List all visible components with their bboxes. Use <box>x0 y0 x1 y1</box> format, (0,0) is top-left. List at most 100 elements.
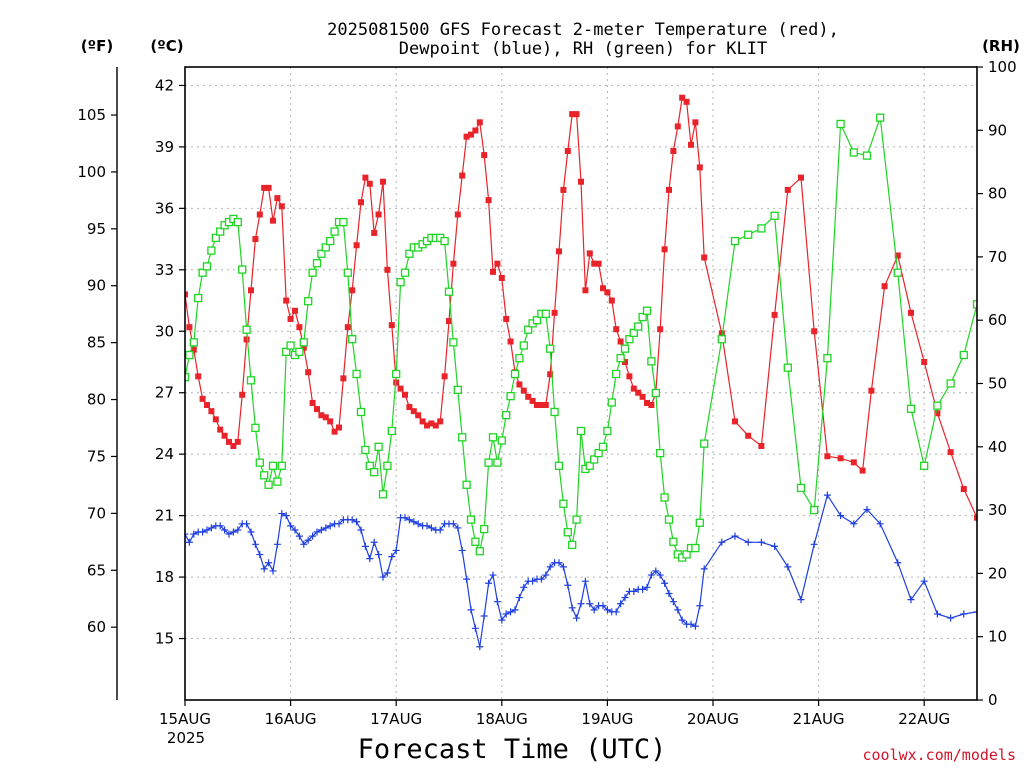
temperature-point <box>375 211 382 218</box>
rh-point <box>370 467 379 477</box>
temperature-point <box>960 486 967 492</box>
rh-tick-label: 70 <box>988 248 1007 266</box>
temperature-point <box>648 402 655 409</box>
x-tick-label: 19AUG <box>581 710 633 728</box>
temperature-point <box>397 385 404 392</box>
series-line <box>185 117 977 559</box>
celsius-tick-label: 33 <box>155 261 174 279</box>
temperature-point <box>441 373 448 380</box>
rh-point <box>246 376 256 385</box>
series-2-meter-temperature <box>185 94 977 521</box>
dewpoint-point <box>933 610 941 618</box>
dewpoint-point <box>414 520 422 528</box>
rh-point <box>515 354 524 363</box>
credit-link[interactable]: coolwx.com/models <box>862 746 1016 764</box>
dewpoint-point <box>669 598 677 606</box>
rh-point <box>339 217 348 227</box>
dewpoint-point <box>643 583 651 591</box>
dewpoint-point <box>357 526 365 534</box>
dewpoint-point <box>256 551 264 559</box>
rh-point <box>488 433 498 442</box>
temperature-point <box>446 318 452 325</box>
rh-point <box>387 426 396 436</box>
temperature-point <box>463 133 470 140</box>
fahrenheit-tick-label: 100 <box>77 163 106 181</box>
rh-point <box>361 445 370 455</box>
rh-point <box>563 528 572 537</box>
temperature-point <box>617 338 624 345</box>
series-rh <box>185 113 977 562</box>
rh-point <box>546 344 555 353</box>
temperature-point <box>204 402 210 409</box>
series-line <box>185 493 977 647</box>
temperature-point <box>881 283 888 290</box>
rh-point <box>396 278 405 287</box>
temperature-point <box>894 252 901 259</box>
temperature-point <box>248 287 254 294</box>
dewpoint-point <box>564 581 572 589</box>
dewpoint-point <box>656 571 664 579</box>
dewpoint-point <box>265 559 273 567</box>
dewpoint-point <box>652 567 660 575</box>
rh-tick-label: 20 <box>988 564 1007 582</box>
dewpoint-point <box>537 575 545 583</box>
temperature-point <box>520 387 527 394</box>
temperature-point <box>560 186 567 193</box>
temperature-point <box>666 186 672 193</box>
rh-point <box>185 350 194 360</box>
temperature-point <box>824 453 831 460</box>
rh-point <box>823 354 832 363</box>
rh-tick-label: 100 <box>988 58 1017 76</box>
rh-point <box>282 347 291 357</box>
temperature-point <box>234 438 241 445</box>
fahrenheit-tick-label: 80 <box>87 391 106 409</box>
dewpoint-point <box>458 546 466 554</box>
dewpoint-point <box>661 579 669 587</box>
dewpoint-point <box>449 520 457 528</box>
temperature-point <box>217 426 224 433</box>
temperature-point <box>270 217 276 224</box>
celsius-tick-label: 36 <box>155 199 174 217</box>
rh-point <box>348 335 357 344</box>
rh-point <box>612 369 621 379</box>
temperature-point <box>859 467 866 474</box>
temperature-point <box>380 178 386 185</box>
rh-point <box>356 407 366 417</box>
temperature-point <box>586 250 593 257</box>
temperature-point <box>199 395 206 402</box>
temperature-point <box>608 297 615 304</box>
fahrenheit-tick-label: 105 <box>77 106 106 124</box>
temperature-point <box>437 418 444 425</box>
temperature-point <box>732 418 738 425</box>
x-tick-label: 16AUG <box>265 710 317 728</box>
temperature-point <box>547 371 554 378</box>
dewpoint-point <box>269 567 277 575</box>
temperature-point <box>626 373 633 380</box>
rh-point <box>796 483 806 493</box>
celsius-tick-label: 18 <box>155 568 174 586</box>
rh-point <box>286 341 295 350</box>
rh-point <box>524 325 533 334</box>
rh-point <box>497 436 506 445</box>
celsius-axis: 15 18 21 24 27 30 33 36 39 42 <box>155 76 185 648</box>
dewpoint-point <box>295 532 303 540</box>
rh-point <box>576 426 586 436</box>
temperature-point <box>811 328 818 335</box>
rh-point <box>251 423 260 432</box>
celsius-tick-label: 39 <box>155 138 174 156</box>
rh-point <box>449 338 458 347</box>
temperature-point <box>692 119 699 126</box>
dewpoint-point <box>507 608 515 616</box>
dewpoint-point <box>542 571 550 579</box>
dewpoint-point <box>520 583 528 591</box>
dewpoint-point <box>559 563 567 571</box>
rh-point <box>330 227 339 236</box>
temperature-point <box>503 315 510 322</box>
temperature-point <box>305 369 312 376</box>
dewpoint-point <box>863 505 871 513</box>
rh-tick-label: 10 <box>988 628 1007 646</box>
temperature-point <box>314 406 320 413</box>
rh-point <box>304 297 313 306</box>
celsius-tick-label: 27 <box>155 384 174 402</box>
